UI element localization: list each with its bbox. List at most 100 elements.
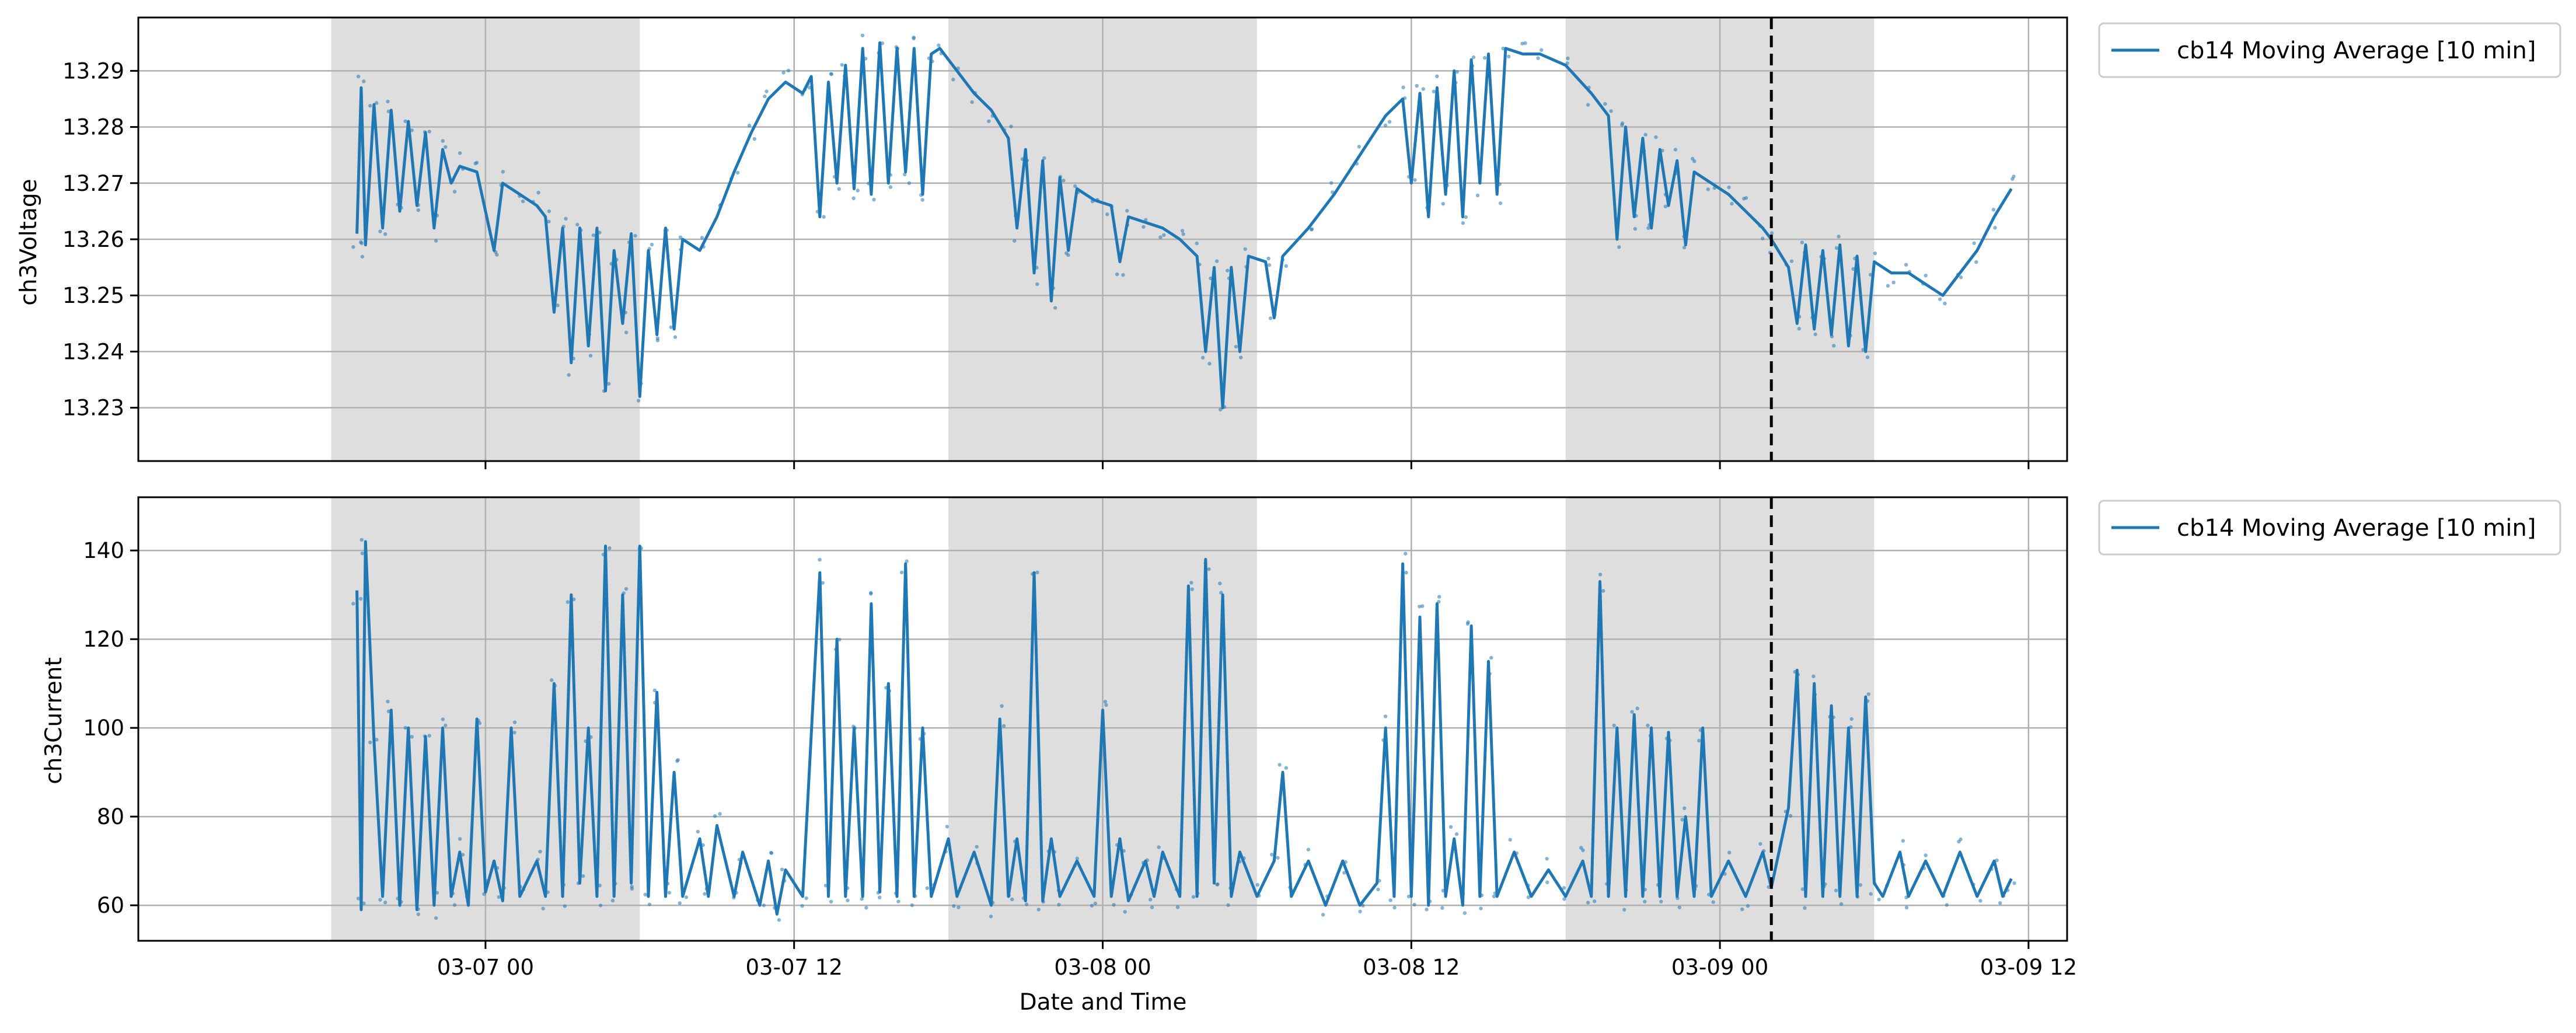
raw-sample-dot xyxy=(1123,910,1127,914)
raw-sample-dot xyxy=(1310,227,1314,231)
raw-sample-dot xyxy=(878,895,882,900)
raw-sample-dot xyxy=(521,199,525,204)
raw-sample-dot xyxy=(1683,806,1687,811)
moving-average-line xyxy=(355,41,2013,410)
raw-sample-dot xyxy=(368,103,372,108)
raw-sample-dot xyxy=(564,217,568,221)
raw-sample-dot xyxy=(1001,724,1006,728)
raw-sample-dot xyxy=(869,591,873,595)
raw-sample-dot xyxy=(588,354,593,358)
raw-sample-dot xyxy=(410,735,414,739)
raw-sample-dot xyxy=(444,723,448,728)
raw-sample-dot xyxy=(1284,264,1288,268)
raw-sample-dot xyxy=(1851,267,1855,271)
raw-sample-dot xyxy=(410,128,414,132)
raw-sample-dot xyxy=(497,895,501,899)
raw-sample-dot xyxy=(989,915,993,919)
raw-sample-dot xyxy=(1010,897,1014,902)
raw-sample-dot xyxy=(1462,911,1467,915)
raw-sample-dot xyxy=(769,850,773,855)
raw-sample-dot xyxy=(1849,717,1854,721)
raw-sample-dot xyxy=(1454,832,1459,836)
raw-sample-dot xyxy=(1267,263,1272,267)
raw-sample-dot xyxy=(1677,905,1681,909)
raw-sample-dot xyxy=(1358,909,1362,913)
raw-sample-dot xyxy=(1148,898,1153,902)
raw-sample-dot xyxy=(1727,850,1732,855)
raw-sample-dot xyxy=(1062,179,1066,183)
raw-sample-dot xyxy=(669,325,673,329)
raw-sample-dot xyxy=(860,897,864,901)
raw-sample-dot xyxy=(920,198,924,202)
raw-sample-dot xyxy=(851,196,856,200)
raw-sample-dot xyxy=(427,734,431,738)
raw-sample-dot xyxy=(1440,906,1444,910)
raw-sample-dot xyxy=(650,242,654,247)
raw-sample-dot xyxy=(441,717,445,721)
raw-sample-dot xyxy=(1104,703,1108,707)
raw-sample-dot xyxy=(1142,225,1146,229)
raw-sample-dot xyxy=(1545,880,1549,885)
raw-sample-dot xyxy=(1492,894,1496,899)
raw-sample-dot xyxy=(647,902,652,906)
raw-sample-dot xyxy=(667,891,672,895)
raw-sample-dot xyxy=(684,895,689,899)
raw-sample-dot xyxy=(1035,282,1039,287)
raw-sample-dot xyxy=(1746,904,1750,908)
raw-sample-dot xyxy=(1268,316,1273,320)
raw-sample-dot xyxy=(1090,903,1094,908)
raw-sample-dot xyxy=(1789,259,1794,263)
raw-sample-dot xyxy=(1455,70,1459,74)
raw-sample-dot xyxy=(829,899,833,904)
y-tick-label: 13.28 xyxy=(62,115,124,140)
raw-sample-dot xyxy=(608,546,612,550)
raw-sample-dot xyxy=(1663,204,1668,208)
raw-sample-dot xyxy=(752,137,757,141)
raw-sample-dot xyxy=(1189,581,1193,585)
raw-sample-dot xyxy=(452,903,457,907)
raw-sample-dot xyxy=(1418,605,1422,609)
raw-sample-dot xyxy=(896,899,900,903)
raw-sample-dot xyxy=(1150,905,1154,909)
raw-sample-dot xyxy=(1329,181,1334,185)
raw-sample-dot xyxy=(1465,622,1470,626)
raw-sample-dot xyxy=(1924,273,1928,278)
y-tick-label: 13.26 xyxy=(62,227,124,252)
legend-frame xyxy=(2098,500,2561,556)
raw-sample-dot xyxy=(1692,159,1697,163)
raw-sample-dot xyxy=(1740,907,1744,912)
raw-sample-dot xyxy=(1834,888,1838,893)
raw-sample-dot xyxy=(1057,902,1061,907)
raw-sample-dot xyxy=(1181,232,1185,236)
raw-sample-dot xyxy=(1388,898,1392,902)
raw-sample-dot xyxy=(386,709,391,714)
raw-sample-dot xyxy=(581,874,585,878)
raw-sample-dot xyxy=(1643,132,1647,137)
raw-sample-dot xyxy=(1904,263,1908,267)
raw-sample-dot xyxy=(386,699,390,704)
raw-sample-dot xyxy=(416,208,420,212)
raw-sample-dot xyxy=(1673,148,1678,152)
x-tick-label: 03-07 12 xyxy=(746,955,843,980)
raw-sample-dot xyxy=(837,637,842,642)
raw-sample-dot xyxy=(1180,229,1185,233)
voltage-panel: ch3Voltage cb14 Moving Average [10 min] xyxy=(16,22,2561,306)
raw-sample-dot xyxy=(1207,567,1211,571)
raw-sample-dot xyxy=(1526,895,1531,899)
raw-sample-dot xyxy=(1392,906,1397,910)
raw-sample-dot xyxy=(1226,268,1230,273)
y-tick-label: 140 xyxy=(83,538,124,563)
raw-sample-dot xyxy=(1200,355,1205,360)
y-tick-label: 13.29 xyxy=(62,58,124,83)
raw-sample-dot xyxy=(1000,704,1004,708)
raw-sample-dot xyxy=(375,101,379,105)
raw-sample-dot xyxy=(360,551,365,556)
raw-sample-dot xyxy=(1873,251,1877,256)
raw-sample-dot xyxy=(1974,260,1978,264)
raw-sample-dot xyxy=(386,99,390,104)
raw-sample-dot xyxy=(846,898,850,902)
raw-sample-dot xyxy=(1284,766,1288,770)
raw-sample-dot xyxy=(1342,871,1346,875)
plot-frame xyxy=(137,16,2068,462)
raw-sample-dot xyxy=(678,235,683,239)
